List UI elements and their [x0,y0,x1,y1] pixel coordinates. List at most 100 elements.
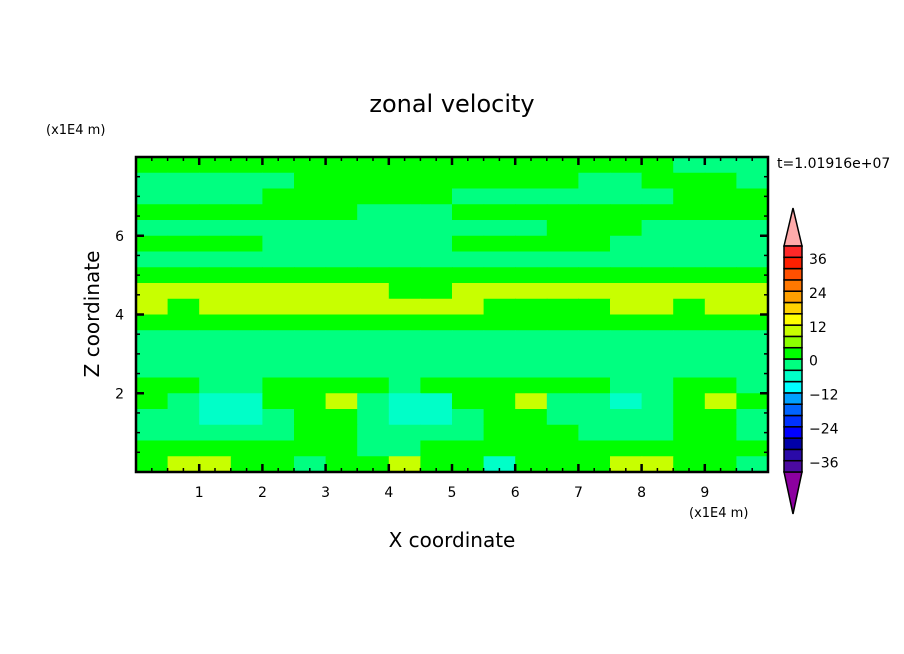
contour-cell [294,172,327,190]
contour-cell [262,298,295,316]
contour-cell [230,267,263,284]
contour-cell [578,424,611,442]
contour-cell [641,361,674,379]
contour-cell [704,235,737,253]
contour-cell [546,424,579,442]
contour-cell [199,409,232,426]
contour-cell [230,330,263,347]
contour-cell [167,251,200,268]
colorbar-label: −36 [809,455,839,471]
contour-cell [420,330,453,347]
contour-cell [262,220,295,237]
contour-cell [452,283,485,300]
contour-cell [294,361,327,379]
contour-cell [199,298,232,316]
contour-cell [294,440,327,457]
contour-cell [199,314,232,331]
contour-cell [230,440,263,457]
contour-cell [610,377,643,394]
contour-cell [294,314,327,331]
contour-cell [736,424,769,442]
contour-cell [515,330,548,347]
contour-cell [357,377,390,394]
contour-cell [515,220,548,237]
contour-cell [388,298,421,316]
contour-cell [483,409,516,426]
contour-cell [673,377,706,394]
contour-cell [357,424,390,442]
contour-cell [262,172,295,190]
contour-cell [546,283,579,300]
colorbar-swatch [783,426,803,439]
contour-cell [420,157,453,174]
contour-cell [452,377,485,394]
contour-cell [325,220,358,237]
contour-cell [736,298,769,316]
contour-cell [452,157,485,174]
contour-cell [673,314,706,331]
contour-cell [294,330,327,347]
axis-ticks [136,157,768,472]
contour-cell [515,393,548,410]
contour-cell [357,298,390,316]
colorbar-label: 24 [809,286,827,302]
contour-cell [578,188,611,205]
contour-cell [136,157,169,174]
contour-cell [325,298,358,316]
contour-cell [262,251,295,268]
contour-cell [736,456,769,473]
contour-cell [673,220,706,237]
contour-cell [515,235,548,253]
contour-cell [325,157,358,174]
contour-cell [704,409,737,426]
contour-cell [736,157,769,174]
contour-cell [610,283,643,300]
contour-cell [420,220,453,237]
contour-cell [704,188,737,205]
contour-cell [388,204,421,221]
contour-cell [262,361,295,379]
contour-cell [578,204,611,221]
contour-cell [610,188,643,205]
contour-cell [167,424,200,442]
contour-cell [452,393,485,410]
contour-cell [199,456,232,473]
contour-cell [546,377,579,394]
contour-cell [357,440,390,457]
contour-cell [167,298,200,316]
contour-cell [325,393,358,410]
contour-cell [136,220,169,237]
contour-cell [357,188,390,205]
contour-cell [452,251,485,268]
contour-cell [736,283,769,300]
contour-cell [230,456,263,473]
contour-cell [483,172,516,190]
chart-title: zonal velocity [369,90,534,118]
contour-cell [641,157,674,174]
contour-cell [420,346,453,363]
contour-cell [736,330,769,347]
contour-cell [325,188,358,205]
contour-cell [736,172,769,190]
contour-cell [167,220,200,237]
contour-cell [294,377,327,394]
contour-cell [483,377,516,394]
contour-cell [167,409,200,426]
contour-cell [578,172,611,190]
contour-cell [420,314,453,331]
contour-cell [610,346,643,363]
contour-cell [262,440,295,457]
contour-cell [136,235,169,253]
contour-cell [199,424,232,442]
contour-cell [420,172,453,190]
contour-cell [325,251,358,268]
contour-cell [167,157,200,174]
contour-cell [420,393,453,410]
contour-cell [294,220,327,237]
contour-cell [167,267,200,284]
contour-cell [325,409,358,426]
contour-cell [641,314,674,331]
colorbar-swatch [783,414,803,428]
contour-cell [578,251,611,268]
